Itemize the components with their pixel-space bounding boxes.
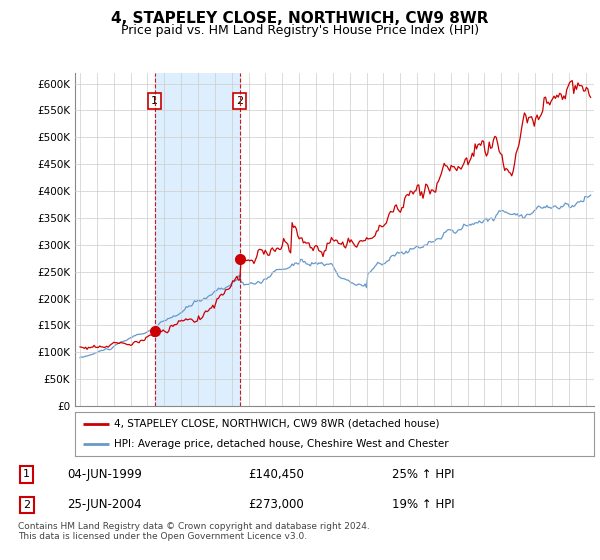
Bar (155, 73, 240, 406)
Text: 25-JUN-2004: 25-JUN-2004 (67, 498, 142, 511)
Text: 4, STAPELEY CLOSE, NORTHWICH, CW9 8WR: 4, STAPELEY CLOSE, NORTHWICH, CW9 8WR (111, 11, 489, 26)
Text: Price paid vs. HM Land Registry's House Price Index (HPI): Price paid vs. HM Land Registry's House … (121, 24, 479, 36)
Text: £140,450: £140,450 (248, 468, 304, 481)
Text: 19% ↑ HPI: 19% ↑ HPI (392, 498, 455, 511)
Text: 1: 1 (151, 96, 158, 106)
Text: 25% ↑ HPI: 25% ↑ HPI (392, 468, 455, 481)
Text: 1: 1 (23, 469, 30, 479)
Text: Contains HM Land Registry data © Crown copyright and database right 2024.
This d: Contains HM Land Registry data © Crown c… (18, 522, 370, 542)
Text: HPI: Average price, detached house, Cheshire West and Chester: HPI: Average price, detached house, Ches… (114, 439, 449, 449)
Text: 2: 2 (23, 500, 30, 510)
Text: 04-JUN-1999: 04-JUN-1999 (67, 468, 142, 481)
Text: 4, STAPELEY CLOSE, NORTHWICH, CW9 8WR (detached house): 4, STAPELEY CLOSE, NORTHWICH, CW9 8WR (d… (114, 419, 439, 429)
Text: £273,000: £273,000 (248, 498, 304, 511)
Text: 2: 2 (236, 96, 244, 106)
